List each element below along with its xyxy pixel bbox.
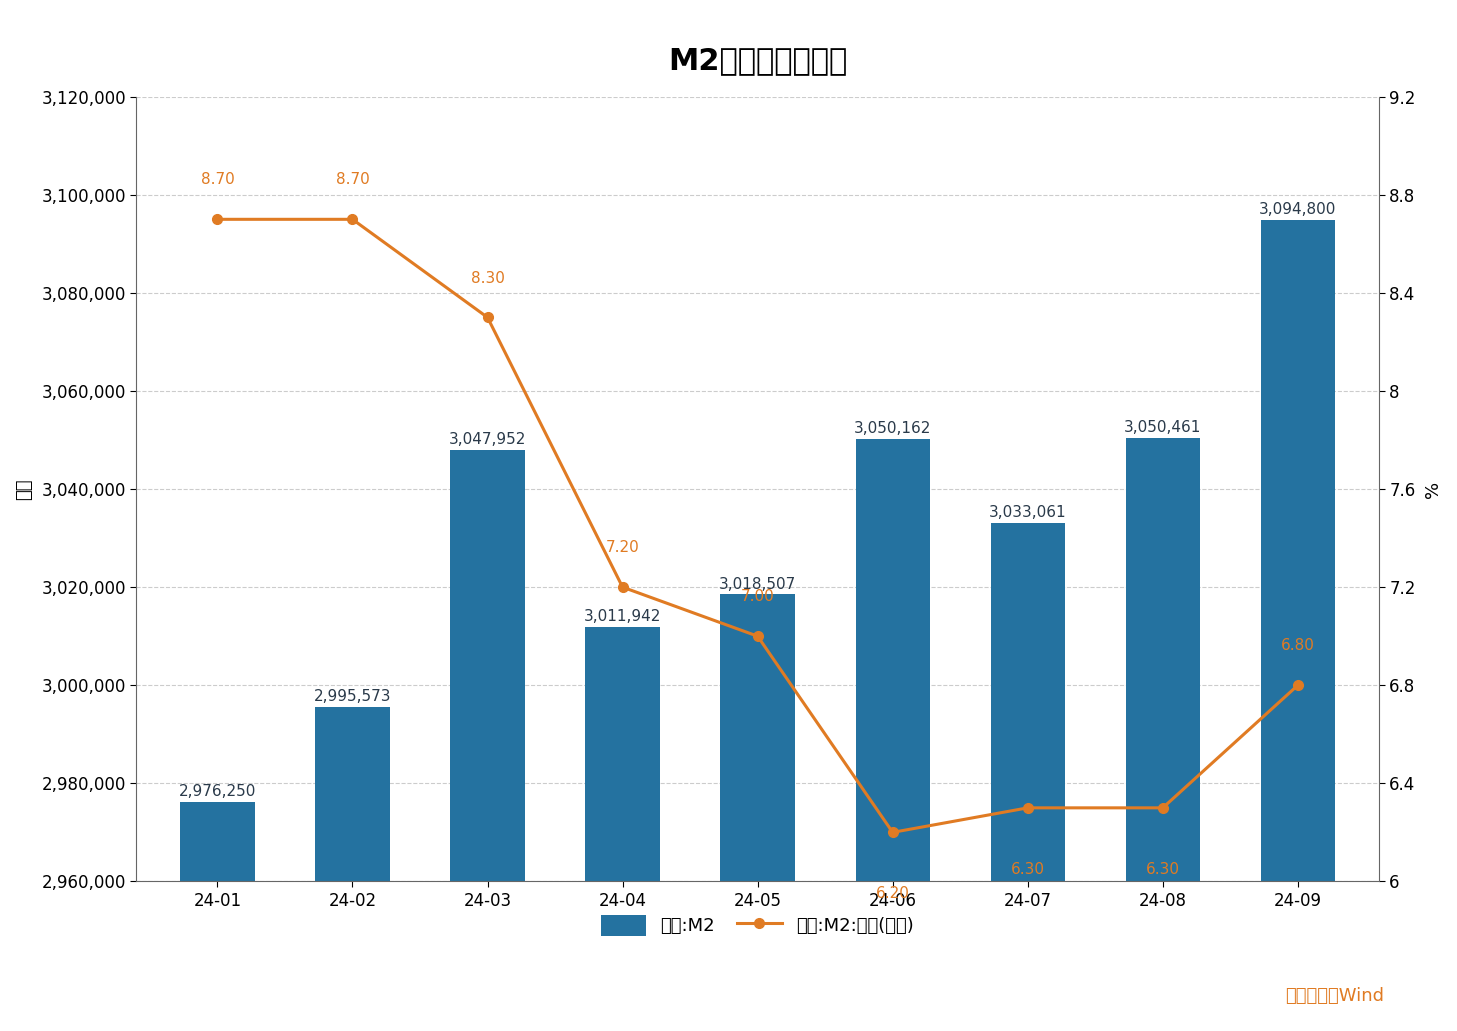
Bar — [181, 802, 255, 1031]
Text: 3,011,942: 3,011,942 — [584, 608, 661, 624]
Text: 6.20: 6.20 — [876, 887, 909, 901]
Title: M2数据及变化情况: M2数据及变化情况 — [667, 46, 848, 75]
Text: 6.80: 6.80 — [1281, 638, 1314, 654]
Text: 2,995,573: 2,995,573 — [313, 689, 392, 704]
中国:M2:同比(右轴) — [208, 213, 226, 226]
Text: 2,976,250: 2,976,250 — [179, 784, 256, 799]
Line: 中国:M2:同比(右轴): 中国:M2:同比(右轴) — [213, 214, 1303, 837]
Text: 6.30: 6.30 — [1011, 862, 1045, 876]
中国:M2:同比(右轴) — [1154, 802, 1171, 814]
Legend: 中国:M2, 中国:M2:同比(右轴): 中国:M2, 中国:M2:同比(右轴) — [594, 907, 921, 943]
Bar — [1126, 438, 1201, 1031]
Text: 8.70: 8.70 — [201, 172, 235, 188]
Y-axis label: %: % — [1423, 480, 1442, 498]
Text: 7.00: 7.00 — [740, 590, 775, 604]
Y-axis label: 亿元: 亿元 — [15, 478, 34, 500]
Text: 数据来源：Wind: 数据来源：Wind — [1285, 988, 1384, 1005]
Text: 8.70: 8.70 — [335, 172, 369, 188]
Text: 3,094,800: 3,094,800 — [1259, 202, 1336, 218]
中国:M2:同比(右轴) — [884, 826, 902, 838]
Bar — [315, 707, 389, 1031]
Bar — [586, 627, 660, 1031]
中国:M2:同比(右轴) — [479, 311, 497, 324]
Text: 3,050,461: 3,050,461 — [1125, 420, 1202, 435]
Bar — [720, 595, 794, 1031]
中国:M2:同比(右轴) — [1289, 679, 1307, 692]
Text: 3,047,952: 3,047,952 — [449, 432, 526, 447]
Text: 3,033,061: 3,033,061 — [989, 505, 1067, 521]
中国:M2:同比(右轴) — [749, 630, 766, 642]
Text: 3,050,162: 3,050,162 — [854, 422, 931, 436]
中国:M2:同比(右轴) — [344, 213, 361, 226]
Text: 6.30: 6.30 — [1145, 862, 1180, 876]
Bar — [855, 439, 930, 1031]
Text: 7.20: 7.20 — [606, 540, 640, 556]
中国:M2:同比(右轴) — [1018, 802, 1036, 814]
Bar — [1260, 221, 1335, 1031]
Bar — [450, 451, 525, 1031]
中国:M2:同比(右轴) — [613, 580, 631, 593]
Text: 3,018,507: 3,018,507 — [718, 576, 796, 592]
Bar — [991, 523, 1065, 1031]
Text: 8.30: 8.30 — [471, 270, 504, 286]
